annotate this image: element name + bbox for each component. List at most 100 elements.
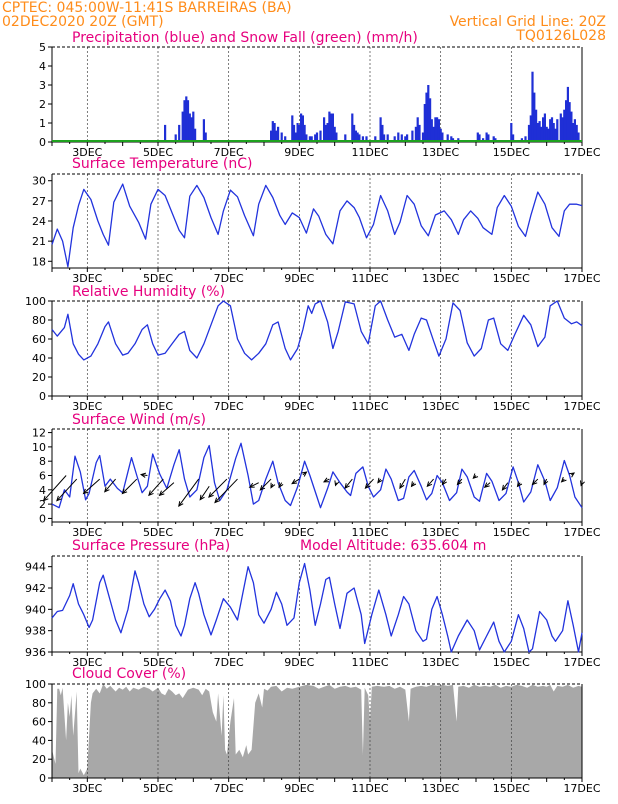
precip-bar <box>535 109 538 142</box>
series-line <box>51 442 583 509</box>
precip-bar <box>301 115 304 142</box>
x-tick-label: 3DEC <box>72 400 102 413</box>
precip-bar <box>554 128 557 142</box>
wind-vector-head <box>158 490 165 497</box>
y-tick-label: 0 <box>39 390 46 403</box>
precip-bar <box>566 86 569 142</box>
x-tick-label: 13DEC <box>422 526 459 539</box>
precip-bar <box>335 132 338 142</box>
wind-vector-head <box>104 486 110 493</box>
x-tick-label: 17DEC <box>563 400 600 413</box>
precip-bar <box>315 132 319 142</box>
wind-vector-head <box>139 472 147 478</box>
precip-bar <box>292 124 296 142</box>
y-tick-label: 0 <box>39 512 46 525</box>
precip-bar <box>550 117 554 142</box>
wind-vector <box>104 478 116 493</box>
precip-bar <box>386 134 389 142</box>
panel-title: Cloud Cover (%) <box>72 666 186 682</box>
precip-bar <box>531 71 534 142</box>
wind-vector-head <box>334 480 340 487</box>
x-tick-label: 15DEC <box>493 526 530 539</box>
wind-vector-head <box>42 495 49 502</box>
precip-bar <box>374 136 377 142</box>
panel-4: Surface Pressure (hPa) Model Altitude: 63… <box>25 538 601 669</box>
y-tick-label: 10 <box>32 441 46 454</box>
precip-bar <box>271 121 274 142</box>
y-tick-label: 940 <box>25 603 46 616</box>
x-tick-label: 11DEC <box>351 272 388 285</box>
panel-title: Relative Humidity (%) <box>72 284 225 300</box>
precip-bar <box>280 132 283 142</box>
panel-0: Precipitation (blue) and Snow Fall (gree… <box>39 30 601 159</box>
y-tick-label: 2 <box>39 98 46 111</box>
y-tick-label: 4 <box>39 484 46 497</box>
wind-vector <box>457 478 463 485</box>
wind-vector-head <box>344 483 350 490</box>
x-tick-label: 9DEC <box>284 272 314 285</box>
wind-vector <box>199 485 210 500</box>
x-tick-label: 15DEC <box>493 400 530 413</box>
wind-vector-head <box>410 481 417 488</box>
precip-bar <box>354 130 357 142</box>
wind-vector <box>249 482 259 488</box>
panel-annotation: Model Altitude: 635.604 m <box>300 538 486 554</box>
panel-title: Surface Wind (m/s) <box>72 412 206 428</box>
precip-bar <box>291 115 294 142</box>
header-location: CPTEC: 045:00W-11:41S BARREIRAS (BA) <box>2 0 292 16</box>
panel-title: Precipitation (blue) and Snow Fall (gree… <box>72 30 418 46</box>
precip-bar <box>300 113 303 142</box>
x-tick-label: 15DEC <box>493 146 530 159</box>
x-tick-label: 3DEC <box>72 526 102 539</box>
y-tick-label: 100 <box>25 295 46 308</box>
panel-title: Surface Temperature (nC) <box>72 156 253 172</box>
wind-vector-head <box>208 492 214 498</box>
precip-bar <box>314 134 317 142</box>
x-tick-label: 5DEC <box>143 526 173 539</box>
wind-vector-head <box>322 477 330 483</box>
precip-bar <box>404 136 407 142</box>
wind-vector-head <box>399 483 405 490</box>
panel-title: Surface Pressure (hPa) <box>72 538 230 554</box>
x-tick-label: 11DEC <box>351 782 388 795</box>
wind-vector-head <box>456 479 463 486</box>
wind-vector-head <box>259 485 266 491</box>
wind-vector <box>344 478 353 489</box>
precip-bar <box>296 123 299 142</box>
y-tick-label: 1 <box>39 117 46 130</box>
x-tick-label: 17DEC <box>563 146 600 159</box>
wind-vector <box>83 478 101 494</box>
precip-bar <box>344 134 347 142</box>
precip-bar <box>430 119 433 142</box>
precip-bar <box>439 128 442 142</box>
wind-vector <box>532 478 539 485</box>
precip-bar <box>542 117 545 142</box>
x-tick-label: 9DEC <box>284 526 314 539</box>
wind-vector-head <box>472 473 479 480</box>
x-tick-label: 5DEC <box>143 400 173 413</box>
x-tick-label: 5DEC <box>143 272 173 285</box>
precip-bar <box>411 130 414 142</box>
y-tick-label: 80 <box>32 697 46 710</box>
precip-bar <box>324 124 327 142</box>
x-tick-label: 15DEC <box>493 656 530 669</box>
x-tick-label: 9DEC <box>284 782 314 795</box>
precip-bar <box>543 113 546 142</box>
precip-bar <box>577 132 580 142</box>
header-init-time: 02DEC2020 20Z (GMT) <box>2 14 164 30</box>
y-tick-label: 0 <box>39 772 46 785</box>
precip-bar <box>333 126 336 142</box>
wind-vector-head <box>178 501 184 508</box>
precip-bar <box>418 124 421 142</box>
wind-vector-head <box>543 479 549 486</box>
precip-bar <box>181 111 184 142</box>
wind-vector-head <box>364 483 371 489</box>
x-tick-label: 13DEC <box>422 146 459 159</box>
wind-vector-head <box>516 481 523 488</box>
precip-bar <box>568 102 571 142</box>
precip-bar <box>533 92 536 142</box>
wind-vector-head <box>301 471 308 477</box>
precip-bar <box>319 130 322 142</box>
y-tick-label: 20 <box>32 753 46 766</box>
y-tick-label: 12 <box>32 427 46 440</box>
